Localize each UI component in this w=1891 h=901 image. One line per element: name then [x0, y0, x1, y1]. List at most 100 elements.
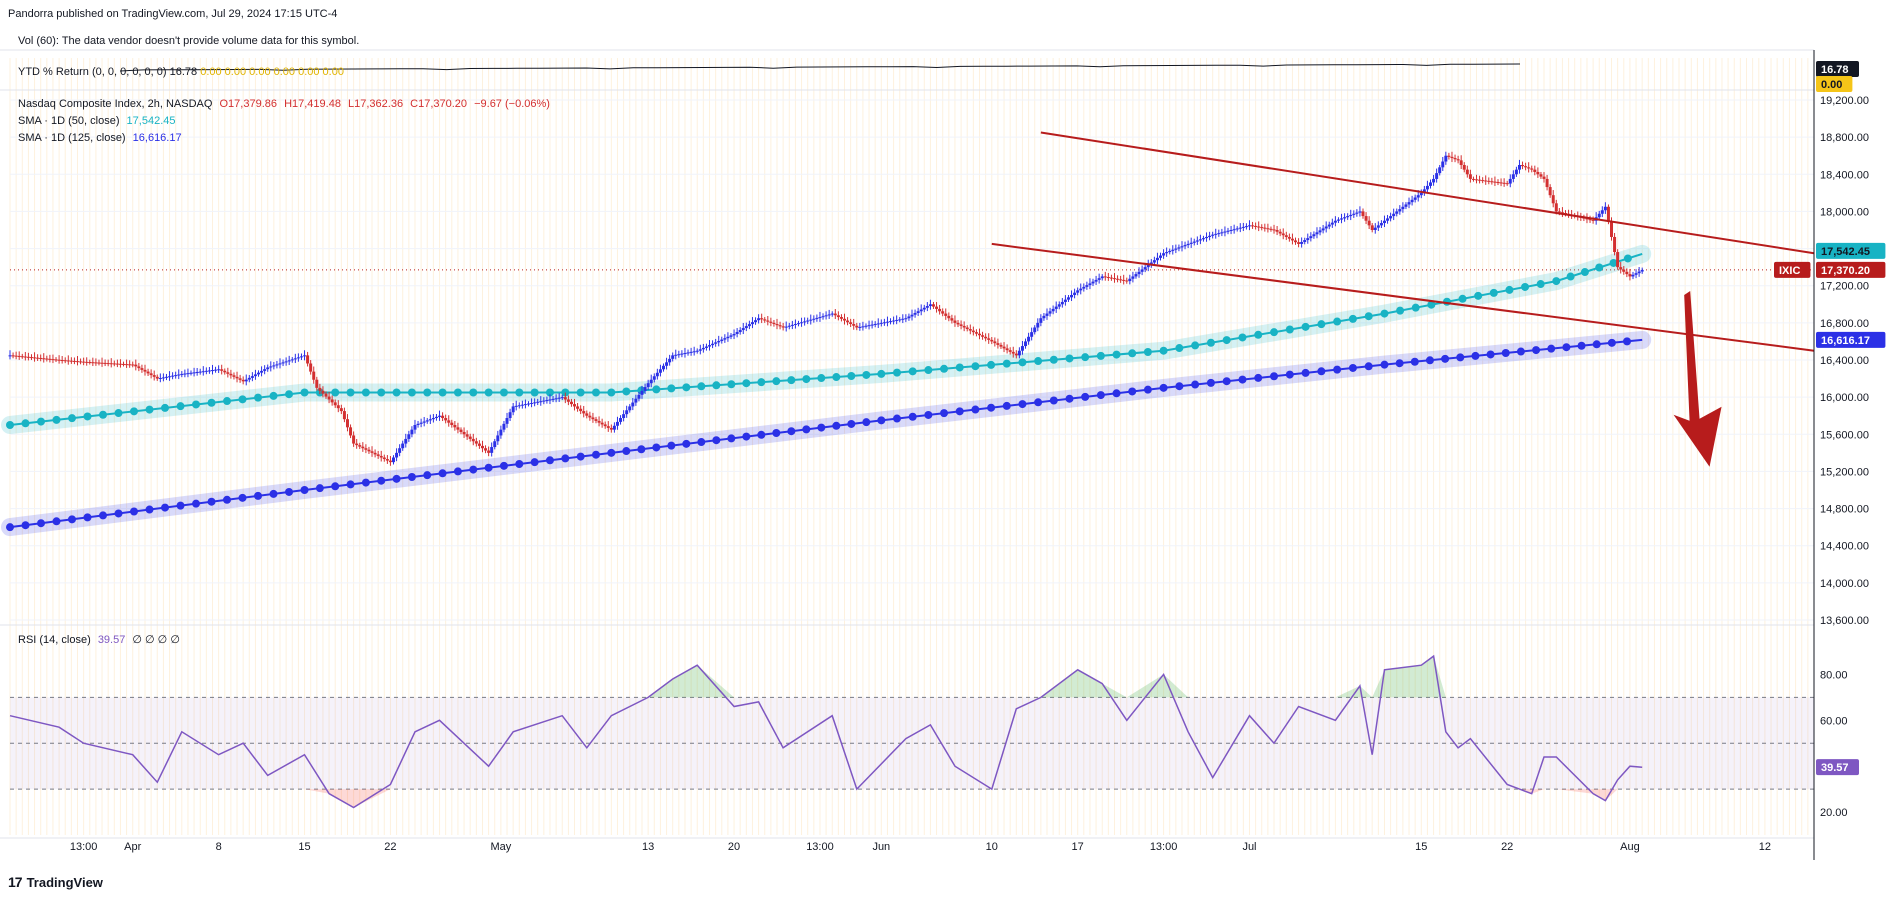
sma125-marker [68, 515, 77, 524]
candle-body [352, 435, 356, 444]
sma125-marker [1562, 343, 1571, 352]
candle-body [1640, 269, 1644, 272]
sma125-marker [52, 517, 61, 526]
candle-body [266, 367, 270, 370]
sma50-marker [130, 407, 139, 416]
tradingview-logo-icon: 17 [8, 874, 23, 890]
candle-body [754, 320, 758, 323]
sma125-marker [637, 445, 646, 454]
price-tick-label: 15,600.00 [1820, 429, 1869, 441]
sma125-marker [1128, 387, 1137, 396]
candle-body [1312, 234, 1316, 237]
candle-body [520, 404, 524, 406]
candle-body [1214, 233, 1218, 235]
candle-body [103, 362, 107, 364]
candle-body [1152, 260, 1156, 263]
sma50-marker [1222, 336, 1231, 345]
candle-body [296, 357, 300, 359]
candle-body [1324, 226, 1328, 229]
candle-body [1131, 276, 1135, 279]
candle-body [1367, 220, 1371, 226]
candle-body [619, 418, 623, 422]
sma50-marker [652, 385, 661, 394]
candle-body [57, 359, 61, 361]
candle-body [1376, 225, 1380, 228]
candle-body [591, 417, 595, 420]
candle-body [324, 393, 328, 397]
sma125-marker [576, 452, 585, 461]
candle-body [1014, 353, 1018, 356]
candle-body [849, 322, 853, 325]
sma50-marker [407, 388, 416, 397]
candle-body [606, 426, 610, 428]
candle-body [465, 434, 469, 437]
candle-body [293, 358, 297, 360]
channel-upper-line[interactable] [1040, 131, 1815, 255]
down-arrow-icon[interactable] [1673, 291, 1722, 467]
candle-body [177, 374, 181, 376]
candle-body [1103, 276, 1107, 278]
candle-body [1413, 197, 1417, 200]
sma50-marker [924, 366, 933, 375]
sma125-marker [1159, 383, 1168, 392]
candle-body [410, 429, 414, 435]
candle-body [480, 445, 484, 449]
candle-body [1333, 220, 1337, 223]
candle-body [959, 324, 963, 326]
time-tick-label: 13 [642, 841, 654, 853]
candle-body [1379, 223, 1383, 226]
sma50-marker [254, 393, 263, 402]
candle-body [17, 355, 21, 357]
candle-body [968, 329, 972, 331]
candle-body [14, 355, 18, 357]
rsi-overbought-fill [672, 665, 698, 698]
candle-body [180, 373, 184, 375]
candle-body [1174, 248, 1178, 250]
candle-body [1318, 230, 1322, 233]
sma50-marker [361, 388, 370, 397]
sma50-marker [772, 377, 781, 386]
candle-body [1410, 199, 1414, 203]
candle-body [821, 316, 825, 318]
candle-body [855, 325, 859, 328]
candle-body [1401, 206, 1405, 210]
candle-body [1082, 286, 1086, 289]
candle-body [576, 406, 580, 409]
candle-body [732, 334, 736, 336]
candle-body [1140, 269, 1144, 272]
sma50-marker [1566, 272, 1575, 281]
price-tick-label: 18,000.00 [1820, 206, 1869, 218]
candle-body [993, 341, 997, 344]
sma125-marker [176, 501, 185, 510]
sma50-marker [83, 412, 92, 421]
candle-body [928, 304, 932, 307]
candle-body [23, 356, 27, 358]
candle-body [1327, 224, 1331, 227]
sma50-marker [955, 363, 964, 372]
channel-lines[interactable] [991, 131, 1815, 352]
candle-body [625, 410, 629, 415]
candle-body [1588, 219, 1592, 221]
channel-lower-line[interactable] [991, 242, 1815, 352]
candle-body [69, 360, 73, 362]
candle-body [404, 438, 408, 444]
sma50-marker [1128, 349, 1137, 358]
candle-body [1600, 210, 1604, 214]
sma125-marker [315, 484, 324, 493]
candle-body [106, 363, 110, 365]
candle-body [723, 338, 727, 340]
candle-body [146, 371, 150, 374]
sma50-marker [1505, 285, 1514, 294]
candle-body [244, 379, 248, 382]
candle-body [1533, 169, 1537, 172]
sma125-marker [223, 495, 232, 504]
rsi-overbought-fill [1077, 669, 1103, 698]
time-tick-label: 10 [986, 841, 998, 853]
sma125-marker [924, 410, 933, 419]
candle-body [729, 335, 733, 337]
sma50-marker [1002, 359, 1011, 368]
close-value: C17,370.20 [410, 98, 468, 110]
down-arrow-annotation[interactable] [1673, 291, 1722, 467]
candle-body [517, 405, 521, 407]
